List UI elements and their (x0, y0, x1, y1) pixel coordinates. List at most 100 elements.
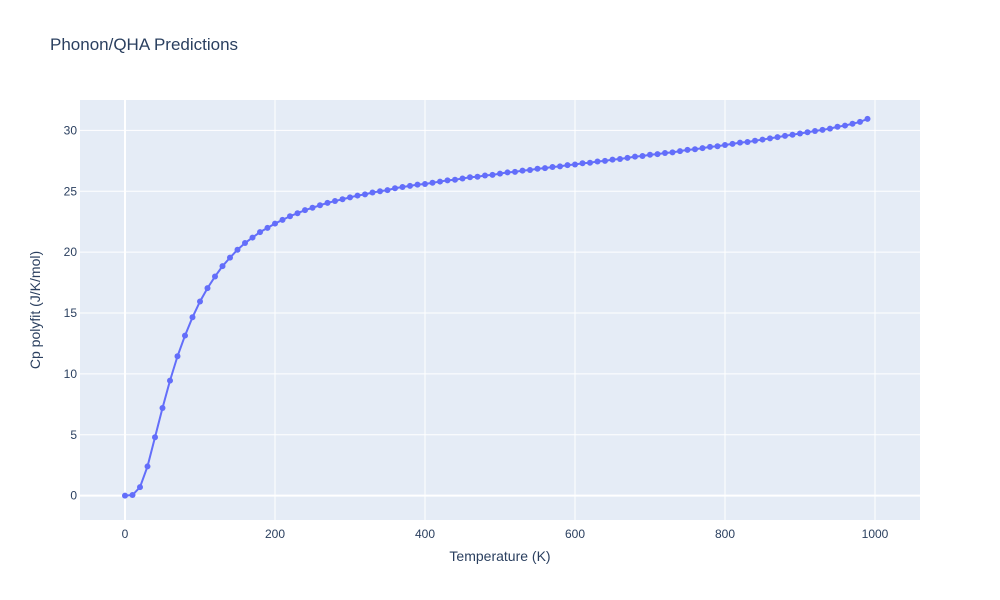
data-point[interactable] (647, 151, 653, 158)
data-point[interactable] (849, 120, 856, 127)
data-point[interactable] (729, 140, 736, 147)
data-point[interactable] (857, 118, 863, 125)
data-point[interactable] (234, 246, 241, 253)
data-point[interactable] (482, 172, 488, 179)
data-point[interactable] (624, 154, 631, 161)
data-point[interactable] (354, 192, 361, 199)
data-point[interactable] (489, 171, 496, 178)
data-point[interactable] (129, 492, 136, 499)
data-point[interactable] (212, 273, 218, 280)
data-point[interactable] (632, 153, 638, 160)
data-point[interactable] (677, 148, 683, 155)
data-point[interactable] (362, 191, 368, 198)
data-point[interactable] (542, 165, 548, 172)
data-point[interactable] (767, 135, 773, 142)
data-point[interactable] (864, 115, 871, 122)
data-point[interactable] (579, 160, 586, 167)
data-point[interactable] (834, 123, 841, 130)
data-point[interactable] (497, 170, 503, 177)
data-point[interactable] (527, 167, 533, 173)
data-point[interactable] (257, 229, 263, 236)
data-point[interactable] (692, 146, 698, 153)
data-point[interactable] (564, 162, 571, 169)
data-point[interactable] (774, 134, 781, 141)
data-point[interactable] (842, 122, 848, 129)
data-point[interactable] (714, 143, 721, 150)
data-point[interactable] (587, 159, 593, 166)
data-point[interactable] (819, 126, 826, 133)
data-point[interactable] (827, 125, 833, 132)
data-point[interactable] (789, 131, 796, 138)
data-point[interactable] (219, 263, 226, 270)
data-point[interactable] (549, 163, 556, 170)
data-point[interactable] (699, 145, 706, 152)
data-point[interactable] (227, 254, 233, 261)
data-point[interactable] (602, 157, 608, 164)
data-point[interactable] (204, 285, 211, 292)
data-point[interactable] (512, 168, 518, 175)
data-point[interactable] (182, 332, 188, 339)
data-point[interactable] (617, 156, 623, 163)
data-point[interactable] (437, 178, 443, 185)
data-point[interactable] (167, 377, 173, 384)
data-point[interactable] (384, 187, 391, 194)
data-point[interactable] (302, 207, 308, 214)
data-point[interactable] (752, 137, 758, 144)
data-point[interactable] (422, 181, 428, 187)
data-point[interactable] (744, 139, 751, 145)
data-point[interactable] (189, 314, 196, 321)
data-point[interactable] (504, 169, 511, 176)
data-point[interactable] (287, 213, 293, 220)
data-point[interactable] (812, 128, 818, 135)
data-point[interactable] (264, 224, 271, 231)
data-point[interactable] (467, 174, 473, 181)
data-point[interactable] (332, 198, 338, 205)
data-point[interactable] (669, 149, 676, 156)
data-point[interactable] (122, 492, 128, 499)
data-point[interactable] (519, 167, 526, 174)
data-point[interactable] (759, 136, 766, 143)
data-point[interactable] (459, 175, 466, 182)
data-point[interactable] (452, 176, 458, 183)
data-point[interactable] (639, 153, 646, 159)
data-point[interactable] (294, 210, 301, 217)
data-point[interactable] (339, 196, 346, 203)
data-point[interactable] (324, 199, 331, 206)
data-point[interactable] (249, 234, 256, 241)
data-point[interactable] (309, 204, 316, 211)
data-point[interactable] (377, 188, 383, 195)
data-point[interactable] (159, 405, 166, 411)
data-point[interactable] (474, 173, 481, 180)
data-point[interactable] (144, 463, 151, 470)
data-point[interactable] (279, 216, 286, 223)
data-point[interactable] (654, 151, 661, 158)
data-point[interactable] (317, 202, 323, 209)
data-point[interactable] (392, 185, 398, 192)
data-point[interactable] (414, 181, 421, 188)
data-point[interactable] (684, 146, 691, 153)
data-point[interactable] (534, 165, 541, 172)
data-point[interactable] (594, 158, 601, 165)
data-point[interactable] (174, 353, 181, 360)
data-point[interactable] (347, 194, 353, 201)
data-point[interactable] (797, 130, 803, 137)
data-point[interactable] (137, 484, 143, 491)
data-point[interactable] (662, 149, 668, 156)
data-point[interactable] (399, 184, 406, 191)
data-point[interactable] (737, 139, 743, 146)
data-point[interactable] (429, 179, 436, 186)
data-point[interactable] (707, 143, 713, 150)
data-point[interactable] (804, 129, 811, 136)
data-point[interactable] (272, 220, 278, 227)
data-point[interactable] (722, 142, 728, 149)
data-point[interactable] (407, 182, 413, 189)
data-point[interactable] (557, 163, 563, 170)
data-point[interactable] (782, 132, 788, 139)
data-point[interactable] (444, 177, 451, 184)
data-point[interactable] (572, 161, 578, 168)
data-point[interactable] (242, 240, 248, 247)
data-point[interactable] (152, 434, 158, 441)
data-point[interactable] (369, 189, 376, 196)
data-point[interactable] (197, 298, 203, 305)
data-point[interactable] (609, 156, 616, 163)
